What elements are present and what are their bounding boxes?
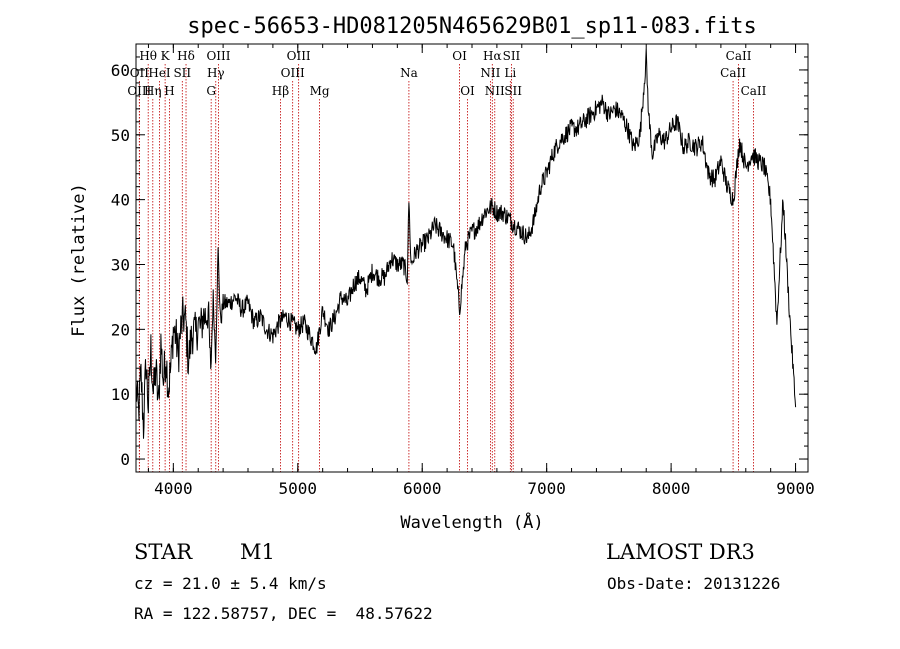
spectral-line-label: Hβ: [272, 84, 289, 98]
chart-title: spec-56653-HD081205N465629B01_sp11-083.f…: [187, 14, 757, 39]
y-tick-label: 30: [111, 255, 130, 274]
spectral-line-label: SII: [173, 66, 191, 80]
x-tick-label: 6000: [403, 479, 442, 498]
survey-name: LAMOST DR3: [606, 540, 755, 564]
spectral-line-label: OIII: [206, 49, 230, 63]
axes: 4000 5000 6000 7000 8000 9000 0 10 20 30 40 50 60: [111, 43, 815, 498]
observation-date: Obs-Date: 20131226: [607, 574, 781, 593]
y-tick-label: 0: [120, 450, 130, 469]
plot-frame: [135, 43, 809, 473]
spectral-line-label: OIII: [127, 84, 151, 98]
x-tick-label: 9000: [776, 479, 815, 498]
spectral-line-label: CaII: [741, 84, 767, 98]
spectral-line-label: OI: [460, 84, 475, 98]
y-axis-label: Flux (relative): [69, 183, 89, 337]
spectral-line-label: CaII: [726, 49, 752, 63]
spectral-line-label: Li: [504, 66, 516, 80]
spectral-line-label: OIII: [281, 66, 305, 80]
spectrum-line: [135, 47, 797, 439]
spectral-line-label: Mg: [310, 84, 330, 98]
y-tick-label: 60: [111, 61, 130, 80]
x-tick-label: 7000: [527, 479, 566, 498]
spectral-line-label: Hδ: [177, 49, 195, 63]
spectral-line-label: Hα: [483, 49, 502, 63]
spectral-line-label: OIII: [287, 49, 311, 63]
spectral-line-label: Na: [400, 66, 418, 80]
spectrum-series: [135, 47, 797, 439]
object-class: STAR: [134, 540, 193, 564]
spectral-line-label: Hγ: [207, 66, 225, 80]
x-tick-label: 8000: [652, 479, 691, 498]
spectral-line-label: H: [164, 84, 174, 98]
spectral-line-label: HeI: [148, 66, 171, 80]
spectral-line-label: CaII: [720, 66, 746, 80]
spectral-line-label: SII: [504, 84, 522, 98]
spectral-line-label: Hη: [144, 84, 162, 98]
spectral-line-label: OII: [130, 66, 150, 80]
spectral-line-label: G: [206, 84, 216, 98]
object-subclass: M1: [240, 540, 275, 564]
spectral-line-label: NII: [480, 66, 500, 80]
redshift-value: cz = 21.0 ± 5.4 km/s: [134, 574, 327, 593]
spectral-line-label: OI: [452, 49, 467, 63]
x-tick-label: 4000: [154, 479, 193, 498]
x-tick-label: 5000: [279, 479, 318, 498]
y-tick-label: 50: [111, 126, 130, 145]
y-tick-label: 20: [111, 320, 130, 339]
x-axis-label: Wavelength (Å): [400, 511, 543, 533]
spectral-line-label: NII: [485, 84, 505, 98]
spectral-line-label: SII: [503, 49, 521, 63]
y-tick-label: 10: [111, 385, 130, 404]
coordinates: RA = 122.58757, DEC = 48.57622: [134, 604, 433, 623]
spectral-line-markers: Hθ OII OIII K HeI Hη Hδ SII H OIII Hγ G OIII OIII Hβ Mg…: [127, 49, 767, 472]
spectral-line-label: Hθ: [139, 49, 157, 63]
y-tick-label: 40: [111, 191, 130, 210]
spectral-line-label: K: [161, 49, 171, 63]
